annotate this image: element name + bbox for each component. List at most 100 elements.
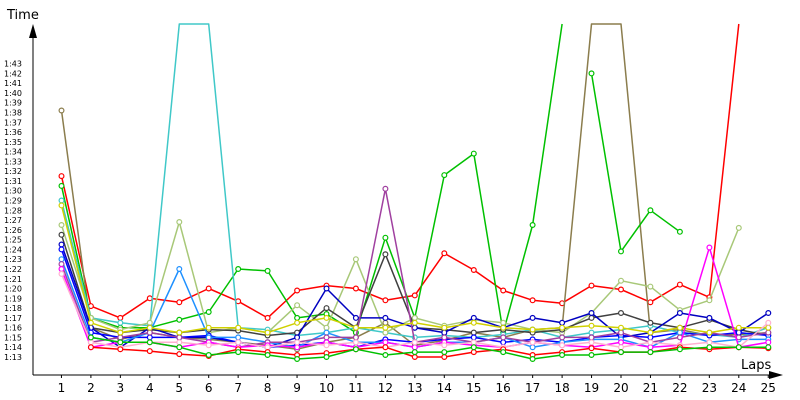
series-11-point xyxy=(617,324,624,331)
x-tick-label-23: 23 xyxy=(702,381,717,395)
series-11-point xyxy=(588,322,595,329)
y-tick-label-16: 1:29 xyxy=(4,197,22,206)
series-13-point xyxy=(323,342,330,349)
series-7-point xyxy=(588,310,595,317)
series-1-point xyxy=(58,107,65,114)
series-14-point xyxy=(117,346,124,353)
series-8-point xyxy=(58,246,65,253)
series-10-point xyxy=(588,334,595,341)
series-12-point xyxy=(411,344,418,351)
series-11-point xyxy=(205,324,212,331)
x-tick-label-9: 9 xyxy=(293,381,301,395)
series-11-point xyxy=(117,329,124,336)
series-13-point xyxy=(706,339,713,346)
y-tick-label-13: 1:26 xyxy=(4,226,22,235)
series-5-point xyxy=(352,256,359,263)
x-tick-label-22: 22 xyxy=(672,381,687,395)
series-15-point xyxy=(559,352,566,359)
series-7-point xyxy=(323,285,330,292)
series-13-point xyxy=(529,339,536,346)
series-0-point xyxy=(500,287,507,294)
series-6-point xyxy=(617,310,624,317)
series-11-point xyxy=(146,324,153,331)
series-14-point xyxy=(176,351,183,358)
series-6-point xyxy=(588,314,595,321)
series-0-point xyxy=(529,297,536,304)
series-7-point xyxy=(58,241,65,248)
x-axis-title: Laps xyxy=(741,358,771,373)
x-tick-labels: 1 2 3 4 5 6 7 8 9 10 11 12 13 14 15 16 17 18 19 20 21 22 23 24 2… xyxy=(58,375,776,395)
y-tick-labels: 1:131:141:151:161:171:181:191:201:211:22… xyxy=(4,60,22,362)
series-11-point xyxy=(765,324,772,331)
series-7-point xyxy=(352,314,359,321)
y-tick-label-3: 1:16 xyxy=(4,324,22,333)
series-0-point xyxy=(205,285,212,292)
series-2-point xyxy=(382,234,389,241)
series-5-point xyxy=(382,329,389,336)
series-5-point xyxy=(294,302,301,309)
y-tick-label-4: 1:17 xyxy=(4,314,22,323)
x-axis-arrow xyxy=(769,371,783,379)
y-tick-label-22: 1:35 xyxy=(4,138,22,147)
x-tick-label-19: 19 xyxy=(584,381,599,395)
y-tick-label-19: 1:32 xyxy=(4,167,22,176)
series-8-point xyxy=(500,339,507,346)
y-tick-label-6: 1:19 xyxy=(4,294,22,303)
series-0-point xyxy=(264,314,271,321)
series-0-point xyxy=(588,282,595,289)
series-2-point xyxy=(235,266,242,273)
y-tick-label-5: 1:18 xyxy=(4,304,22,313)
series-12-point xyxy=(706,244,713,251)
series-15-point xyxy=(676,346,683,353)
x-tick-label-20: 20 xyxy=(613,381,628,395)
axes-layer: Time Laps xyxy=(6,8,783,379)
series-6-point xyxy=(470,329,477,336)
series-9-point xyxy=(235,334,242,341)
series-2-point xyxy=(529,222,536,229)
series-0-point xyxy=(676,281,683,288)
series-7-point xyxy=(529,314,536,321)
series-14-point xyxy=(588,345,595,352)
series-15-point xyxy=(146,339,153,346)
series-11-point xyxy=(529,326,536,333)
series-15-point xyxy=(382,352,389,359)
x-tick-label-12: 12 xyxy=(378,381,393,395)
series-5-point xyxy=(176,219,183,226)
series-2-point xyxy=(441,172,448,179)
y-tick-label-28: 1:41 xyxy=(4,79,22,88)
x-tick-label-4: 4 xyxy=(146,381,154,395)
x-tick-label-11: 11 xyxy=(348,381,363,395)
y-tick-label-24: 1:37 xyxy=(4,118,22,127)
x-tick-label-2: 2 xyxy=(87,381,95,395)
series-15-point xyxy=(500,349,507,356)
series-13-point xyxy=(235,339,242,346)
series-5-point xyxy=(58,222,65,229)
y-tick-label-23: 1:36 xyxy=(4,128,22,137)
series-1-point xyxy=(382,319,389,326)
y-axis-title: Time xyxy=(6,8,39,23)
series-12-point xyxy=(382,339,389,346)
series-8-point xyxy=(647,334,654,341)
series-0-point xyxy=(411,292,418,299)
y-tick-label-8: 1:21 xyxy=(4,275,22,284)
x-tick-label-18: 18 xyxy=(554,381,569,395)
series-11-point xyxy=(264,329,271,336)
series-10-point xyxy=(176,334,183,341)
y-tick-label-17: 1:30 xyxy=(4,187,22,196)
series-13-point xyxy=(588,339,595,346)
series-11-point xyxy=(676,324,683,331)
series-13-point xyxy=(58,270,65,277)
series-4-point xyxy=(58,197,65,204)
series-2-point xyxy=(176,316,183,323)
series-14-point xyxy=(382,344,389,351)
x-tick-label-6: 6 xyxy=(205,381,213,395)
series-6-point xyxy=(58,231,65,238)
series-15-line-0 xyxy=(90,336,769,360)
series-8-point xyxy=(470,334,477,341)
series-4-point xyxy=(117,319,124,326)
series-0-point xyxy=(470,267,477,274)
series-0-point xyxy=(176,299,183,306)
series-2-point xyxy=(264,267,271,274)
series-13-point xyxy=(176,339,183,346)
